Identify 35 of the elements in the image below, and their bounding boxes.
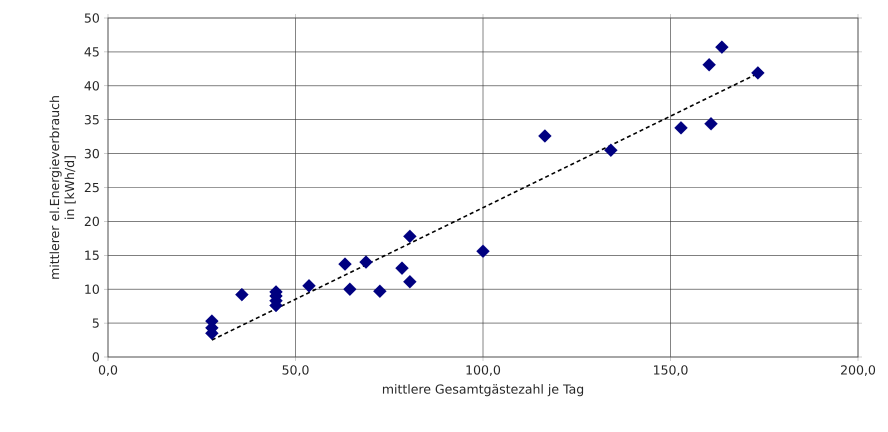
- x-axis-title: mittlere Gesamtgästezahl je Tag: [382, 384, 584, 396]
- point: [395, 261, 409, 275]
- point: [235, 288, 249, 302]
- y-tick-label: 50: [84, 13, 99, 23]
- y-tick-label: 5: [92, 318, 99, 328]
- point: [702, 58, 716, 72]
- point: [604, 144, 618, 157]
- y-axis-title: mittlerer el.Energieverbrauch in [kWh/d]: [50, 96, 76, 279]
- point: [538, 129, 552, 143]
- y-tick-label: 10: [85, 284, 99, 294]
- point: [343, 282, 357, 296]
- y-tick-label: 20: [84, 216, 99, 226]
- point: [674, 121, 688, 135]
- x-tick-label: 100,0: [466, 365, 500, 376]
- point: [302, 279, 316, 293]
- y-tick-label: 40: [84, 81, 99, 91]
- point: [373, 284, 387, 298]
- y-tick-label: 35: [84, 114, 99, 124]
- point: [403, 275, 417, 288]
- x-tick-label: 0,0: [98, 365, 118, 376]
- point: [359, 255, 373, 269]
- y-tick-label: 15: [85, 250, 99, 260]
- point: [403, 230, 417, 244]
- x-tick-label: 150,0: [654, 365, 688, 376]
- y-tick-label: 25: [84, 182, 99, 192]
- point: [751, 66, 765, 80]
- x-tick-label: 200,0: [841, 365, 876, 376]
- x-tick-label: 50,0: [282, 365, 309, 376]
- point: [476, 244, 490, 258]
- y-tick-label: 45: [84, 47, 99, 57]
- point: [715, 40, 729, 54]
- y-tick-label: 0: [92, 352, 99, 362]
- y-tick-label: 30: [84, 148, 99, 158]
- point: [704, 117, 718, 130]
- point: [338, 257, 352, 271]
